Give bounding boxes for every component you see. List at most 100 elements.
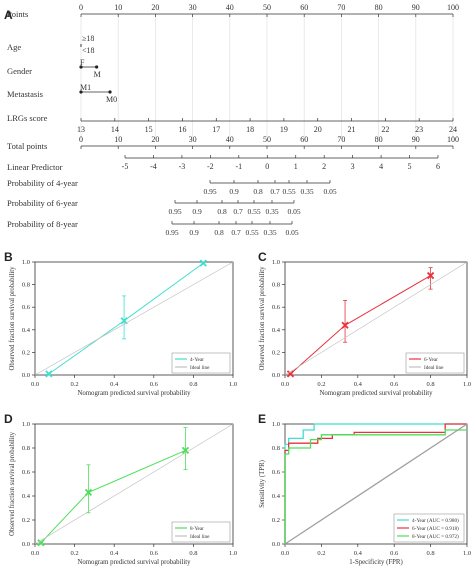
- x-tick-label: 0.4: [110, 550, 119, 557]
- y-axis-label: Observed fraction survival probability: [9, 266, 16, 371]
- legend-box: [171, 521, 231, 543]
- x-tick-label: 0.2: [71, 381, 79, 388]
- x-tick-label: 0.2: [317, 381, 325, 388]
- row-label-4: LRGs score: [7, 113, 48, 123]
- points-tick-label: 60: [300, 3, 308, 12]
- x-tick-label: 1.0: [229, 550, 237, 557]
- y-tick-label: 0.2: [272, 349, 280, 356]
- x-tick-label: 0.2: [317, 550, 325, 557]
- y-tick-label: 0.8: [272, 445, 280, 452]
- legend-label: 8-Year (AUC = 0.972): [412, 533, 459, 540]
- y-tick-label: 1.0: [272, 421, 280, 428]
- row-label-0: Points: [7, 9, 28, 19]
- s0-point: [286, 370, 295, 378]
- lrgs-tick-label: 21: [348, 125, 356, 134]
- linear-tick-label: 0: [265, 162, 269, 171]
- lrgs-tick-label: 22: [381, 125, 389, 134]
- points-tick-label: 0: [79, 3, 83, 12]
- prob4-tick-label: 0.8: [253, 187, 263, 196]
- s0-point: [45, 370, 53, 378]
- x-tick-label: 0.0: [281, 550, 289, 557]
- age-level-1: <18: [82, 46, 95, 55]
- plot-frame: [34, 261, 234, 376]
- x-tick-label: 0.6: [390, 550, 399, 557]
- s0-line: [284, 423, 467, 544]
- panel-letter-d: D: [4, 412, 13, 426]
- x-tick-label: 1.0: [463, 550, 471, 557]
- x-tick-label: 0.8: [427, 381, 435, 388]
- gender-point-m: [95, 65, 99, 69]
- legend-label: 6-Year: [424, 357, 438, 363]
- lrgs-tick-label: 19: [280, 125, 288, 134]
- prob8-tick-label: 0.05: [285, 228, 298, 237]
- gender-level-m: M: [94, 70, 101, 79]
- prob6-tick-label: 0.55: [247, 207, 260, 216]
- x-tick-label: 0.8: [427, 550, 435, 557]
- legend-label: 6-Year (AUC = 0.918): [412, 525, 459, 532]
- y-tick-label: 0.8: [22, 282, 30, 289]
- metastasis-point-m0: [108, 90, 112, 94]
- prob8-tick-label: 0.35: [263, 228, 276, 237]
- total-tick-label: 50: [263, 135, 271, 144]
- lrgs-tick-label: 16: [178, 125, 186, 134]
- row-label-3: Metastasis: [7, 89, 43, 99]
- legend-label: 4-Year (AUC = 0.980): [412, 517, 459, 524]
- panel-letter-e: E: [258, 412, 267, 426]
- y-tick-label: 0.4: [272, 493, 281, 500]
- gender-level-f: F: [80, 58, 85, 67]
- total-tick-label: 40: [226, 135, 234, 144]
- age-level-0: ≥18: [82, 34, 94, 43]
- panel-letter-c: C: [258, 250, 267, 264]
- s0-point: [199, 259, 207, 267]
- linear-tick-label: -1: [235, 162, 242, 171]
- y-tick-label: 0.2: [272, 517, 280, 524]
- lrgs-tick-label: 18: [246, 125, 254, 134]
- metastasis-point-m1: [79, 90, 83, 94]
- prob8-tick-label: 0.9: [189, 228, 199, 237]
- s2-line: [284, 429, 467, 544]
- x-axis-label: 1-Specificity (FPR): [349, 559, 402, 566]
- total-tick-label: 60: [300, 135, 308, 144]
- lrgs-tick-label: 23: [415, 125, 423, 134]
- panel-letter-a: A: [4, 8, 13, 22]
- legend-label: Ideal line: [190, 534, 210, 540]
- x-tick-label: 1.0: [463, 381, 471, 388]
- points-tick-label: 80: [375, 3, 383, 12]
- calibration-chart-4-year: 0.00.0 0.2 0.2 0.4 0.4 0.6 0.6 0.8 0.8 1.0 1.0 Nomo…: [9, 259, 237, 397]
- s1-line: [34, 261, 234, 376]
- prob4-tick-label: 0.95: [203, 187, 216, 196]
- total-tick-label: 10: [114, 135, 122, 144]
- linear-tick-label: 2: [322, 162, 326, 171]
- y-tick-label: 1.0: [22, 421, 30, 428]
- total-tick-label: 0: [79, 135, 83, 144]
- row-label-5: Total points: [7, 141, 47, 151]
- x-tick-label: 0.0: [281, 381, 289, 388]
- y-tick-label: 1.0: [22, 259, 30, 266]
- y-tick-label: 0.8: [22, 445, 30, 452]
- y-axis-label: Observed fraction survival probability: [9, 431, 16, 536]
- prob8-tick-label: 0.7: [231, 228, 241, 237]
- points-tick-label: 90: [412, 3, 420, 12]
- y-tick-label: 0.4: [272, 327, 281, 334]
- s1-line: [284, 261, 468, 376]
- x-tick-label: 0.8: [189, 550, 197, 557]
- lrgs-tick-label: 13: [77, 125, 85, 134]
- y-tick-label: 0.2: [22, 349, 30, 356]
- prob4-tick-label: 0.35: [300, 187, 313, 196]
- panel-letter-b: B: [4, 250, 13, 264]
- s0-point: [426, 271, 435, 280]
- y-tick-label: 0.4: [22, 493, 31, 500]
- legend-box: [171, 352, 231, 374]
- nomogram-chart: Points Age Gender Metastasis LRGs score Total…: [7, 3, 459, 237]
- linear-tick-label: 3: [351, 162, 355, 171]
- s1-line: [34, 423, 234, 545]
- prob8-tick-label: 0.95: [165, 228, 178, 237]
- linear-tick-label: -2: [207, 162, 214, 171]
- lrgs-tick-label: 17: [212, 125, 220, 134]
- s0-point: [341, 321, 349, 329]
- prob4-tick-label: 0.55: [282, 187, 295, 196]
- y-axis-label: Observed fraction survival probability: [259, 266, 266, 371]
- x-tick-label: 0.0: [31, 550, 39, 557]
- points-tick-label: 50: [263, 3, 271, 12]
- x-tick-label: 0.6: [150, 381, 159, 388]
